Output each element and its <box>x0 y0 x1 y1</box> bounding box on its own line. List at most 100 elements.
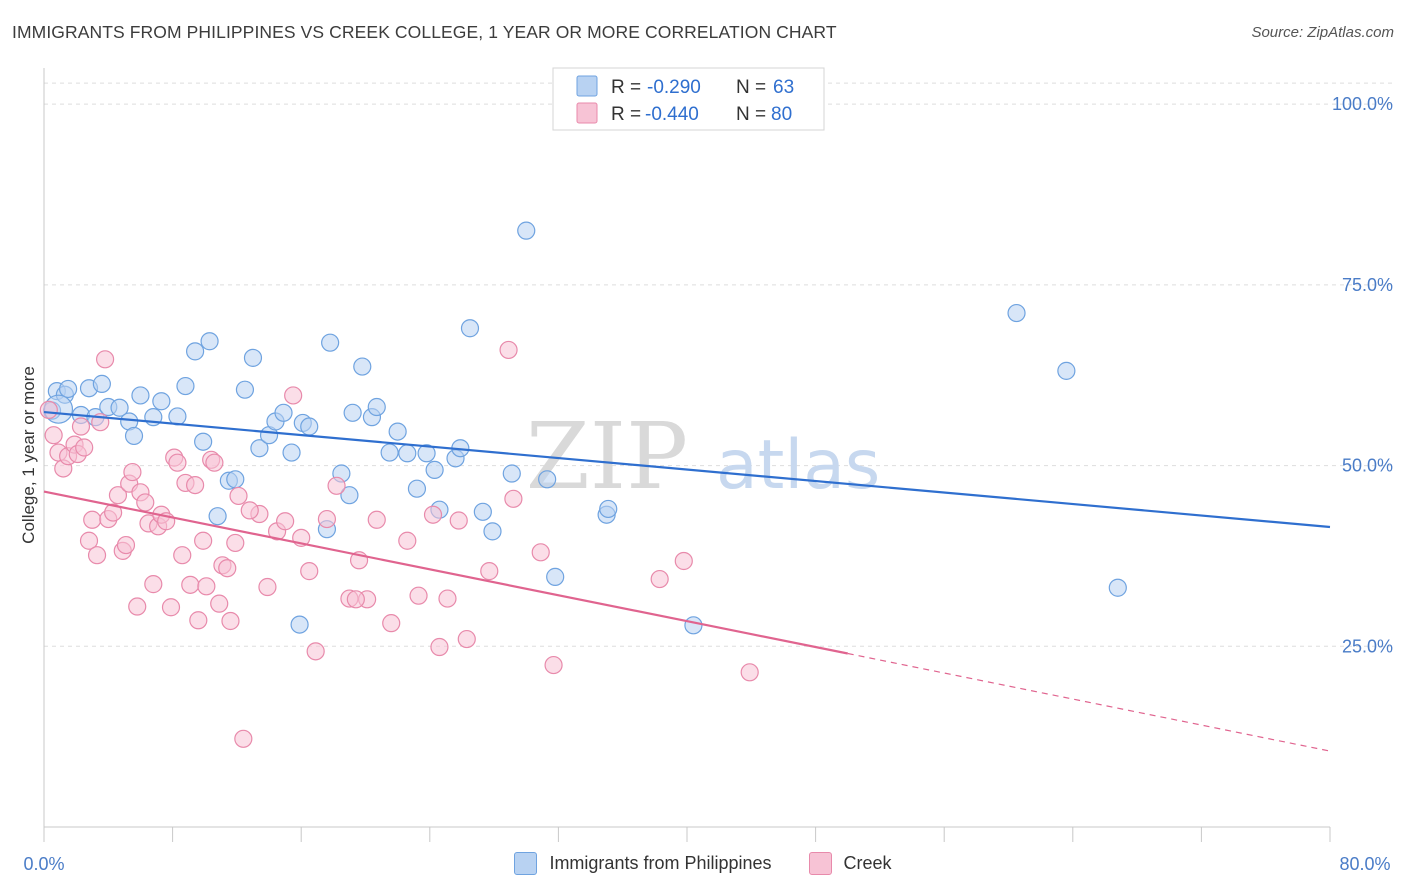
creek-trend-line-extension <box>847 652 1331 752</box>
creek-point <box>194 531 213 550</box>
creek-point <box>499 340 518 360</box>
legend-r-value: -0.440 <box>645 104 699 125</box>
philippines-point <box>186 342 205 361</box>
creek-point <box>128 597 147 616</box>
creek-point <box>79 531 99 550</box>
creek-point <box>87 546 107 565</box>
y-tick-label: 25.0% <box>1342 636 1393 656</box>
creek-point <box>423 505 443 524</box>
creek-point <box>317 509 337 529</box>
creek-point <box>144 575 163 594</box>
creek-point <box>382 614 401 633</box>
philippines-point <box>502 464 521 483</box>
trend-lines <box>43 410 1331 752</box>
creek-point <box>276 512 295 531</box>
creek-point <box>674 551 693 571</box>
legend-n-value: 80 <box>771 104 792 125</box>
creek-point <box>240 501 259 520</box>
legend-r-label: R = <box>611 104 641 125</box>
philippines-point <box>110 398 129 417</box>
creek-point <box>544 655 563 675</box>
grid-lines <box>44 82 1392 647</box>
legend-swatch-pink <box>576 102 598 124</box>
legend-r-value: -0.290 <box>647 77 701 98</box>
series-creek <box>39 340 759 748</box>
x-tick-label: 0.0% <box>23 854 64 874</box>
philippines-point <box>243 348 263 367</box>
philippines-point <box>460 319 480 338</box>
creek-point <box>221 611 240 631</box>
philippines-point <box>538 470 557 489</box>
creek-point <box>650 569 669 589</box>
legend-swatch-blue <box>576 75 598 97</box>
creek-point <box>430 637 449 657</box>
philippines-point <box>380 443 399 462</box>
philippines-point <box>59 379 78 399</box>
philippines-point <box>194 432 213 451</box>
creek-point <box>75 438 94 457</box>
legend-item-creek: Creek <box>808 852 892 875</box>
creek-point <box>229 486 248 506</box>
creek-point <box>327 476 346 495</box>
legend-n-label: N = <box>736 77 766 98</box>
creek-point <box>173 546 192 565</box>
creek-point <box>449 511 468 530</box>
philippines-point <box>1007 303 1026 323</box>
philippines-point <box>321 333 340 352</box>
legend-swatch-creek <box>808 852 832 875</box>
philippines-point <box>152 392 171 411</box>
creek-point <box>531 543 550 562</box>
creek-point <box>116 535 136 555</box>
philippines-point <box>483 522 502 541</box>
y-tick-label: 50.0% <box>1342 456 1393 476</box>
watermark: ZIP atlas <box>526 403 881 510</box>
philippines-point <box>1057 361 1076 380</box>
creek-point <box>504 489 523 508</box>
creek-point <box>258 577 277 597</box>
philippines-point <box>353 357 372 376</box>
legend-label-philippines: Immigrants from Philippines <box>549 853 772 873</box>
philippines-point <box>599 499 618 519</box>
creek-trend-line <box>43 490 848 655</box>
philippines-point <box>340 486 359 505</box>
philippines-point <box>226 470 245 489</box>
x-tick-label: 80.0% <box>1339 854 1390 874</box>
philippines-trend-line <box>43 410 1331 529</box>
philippines-point <box>235 380 255 399</box>
creek-point <box>409 586 428 605</box>
philippines-point <box>200 332 219 351</box>
watermark-atlas: atlas <box>716 426 880 505</box>
series-legend: Immigrants from Philippines Creek <box>0 852 1406 880</box>
legend-n-value: 63 <box>773 77 794 98</box>
creek-point <box>168 453 187 472</box>
creek-point <box>108 486 128 505</box>
creek-point <box>39 400 58 420</box>
creek-point <box>83 510 102 529</box>
tick-labels: 25.0% 50.0% 75.0% 100.0% 0.0% 80.0% <box>23 94 1393 874</box>
philippines-point <box>473 502 492 521</box>
philippines-point <box>425 460 444 480</box>
philippines-point <box>274 403 293 422</box>
axes <box>43 68 1331 842</box>
creek-point <box>284 386 303 405</box>
legend-n-label: N = <box>736 104 766 125</box>
philippines-point <box>684 616 703 635</box>
philippines-point <box>1108 578 1127 597</box>
creek-point <box>197 577 216 596</box>
philippines-point <box>388 422 407 441</box>
legend-r-label: R = <box>611 77 641 98</box>
creek-point <box>44 426 63 445</box>
philippines-point <box>208 507 227 526</box>
creek-point <box>95 350 115 369</box>
y-tick-label: 100.0% <box>1332 94 1393 114</box>
chart-title: IMMIGRANTS FROM PHILIPPINES VS CREEK COL… <box>12 22 837 42</box>
creek-point <box>161 598 181 617</box>
creek-point <box>71 417 91 436</box>
stats-legend: R = -0.290 N = 63 R = -0.440 N = 80 <box>552 67 825 131</box>
philippines-point <box>407 479 427 498</box>
legend-item-philippines: Immigrants from Philippines <box>514 852 772 875</box>
philippines-point <box>290 615 309 634</box>
creek-point <box>234 729 253 748</box>
creek-point <box>740 663 759 682</box>
